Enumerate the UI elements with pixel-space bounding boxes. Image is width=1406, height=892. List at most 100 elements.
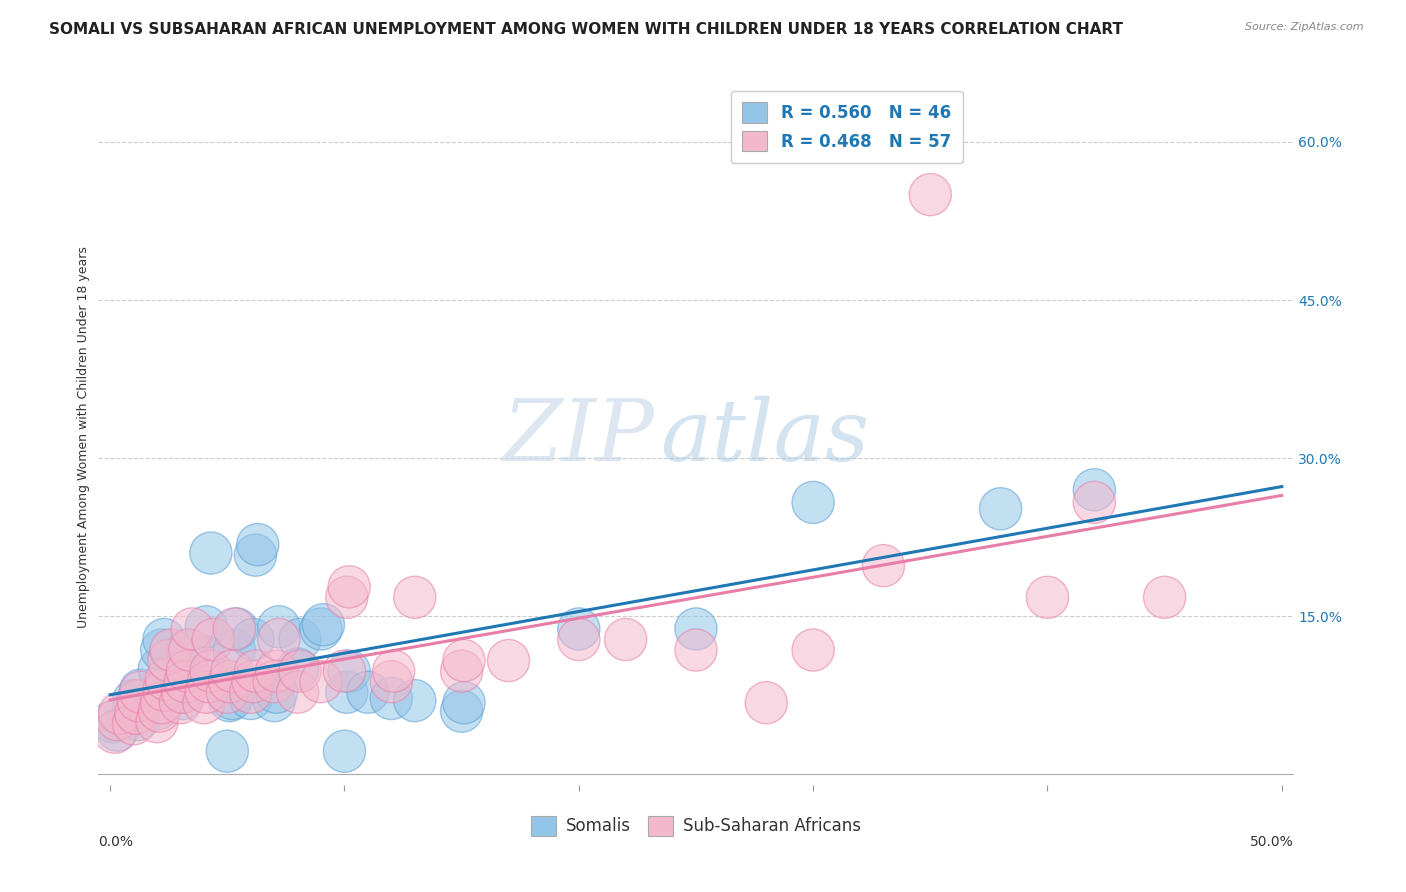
Ellipse shape [215, 607, 257, 650]
Ellipse shape [165, 661, 207, 703]
Ellipse shape [138, 648, 180, 690]
Ellipse shape [98, 692, 141, 734]
Ellipse shape [94, 711, 136, 754]
Ellipse shape [253, 661, 295, 703]
Ellipse shape [117, 680, 159, 722]
Ellipse shape [193, 618, 235, 661]
Ellipse shape [1143, 576, 1185, 618]
Text: 50.0%: 50.0% [1250, 835, 1294, 849]
Ellipse shape [190, 650, 232, 692]
Ellipse shape [214, 629, 256, 671]
Ellipse shape [120, 671, 162, 714]
Ellipse shape [347, 671, 389, 714]
Ellipse shape [214, 607, 256, 650]
Text: 0.0%: 0.0% [98, 835, 134, 849]
Text: SOMALI VS SUBSAHARAN AFRICAN UNEMPLOYMENT AMONG WOMEN WITH CHILDREN UNDER 18 YEA: SOMALI VS SUBSAHARAN AFRICAN UNEMPLOYMEN… [49, 22, 1123, 37]
Ellipse shape [278, 650, 321, 692]
Ellipse shape [980, 488, 1022, 530]
Ellipse shape [488, 640, 530, 681]
Ellipse shape [159, 681, 201, 723]
Ellipse shape [208, 661, 250, 703]
Ellipse shape [256, 650, 298, 692]
Ellipse shape [558, 607, 600, 650]
Ellipse shape [440, 690, 482, 732]
Ellipse shape [328, 566, 370, 607]
Legend: Somalis, Sub-Saharan Africans: Somalis, Sub-Saharan Africans [524, 809, 868, 843]
Ellipse shape [186, 606, 228, 648]
Ellipse shape [443, 640, 485, 681]
Ellipse shape [232, 661, 274, 703]
Ellipse shape [278, 618, 321, 661]
Ellipse shape [370, 661, 412, 703]
Ellipse shape [862, 545, 904, 587]
Ellipse shape [187, 661, 229, 703]
Ellipse shape [253, 680, 295, 722]
Ellipse shape [115, 692, 157, 734]
Ellipse shape [143, 669, 186, 711]
Ellipse shape [166, 650, 208, 692]
Ellipse shape [328, 650, 370, 692]
Ellipse shape [96, 698, 138, 740]
Ellipse shape [183, 681, 225, 723]
Ellipse shape [183, 635, 225, 677]
Ellipse shape [162, 671, 204, 714]
Ellipse shape [208, 680, 250, 722]
Ellipse shape [150, 629, 193, 671]
Ellipse shape [136, 700, 179, 743]
Ellipse shape [141, 629, 183, 671]
Ellipse shape [323, 731, 366, 772]
Ellipse shape [112, 703, 155, 745]
Ellipse shape [256, 671, 298, 714]
Ellipse shape [143, 618, 186, 661]
Ellipse shape [145, 658, 187, 700]
Ellipse shape [169, 629, 211, 671]
Ellipse shape [236, 524, 278, 566]
Ellipse shape [373, 650, 415, 692]
Ellipse shape [117, 698, 159, 740]
Ellipse shape [120, 669, 162, 711]
Ellipse shape [207, 731, 249, 772]
Ellipse shape [112, 680, 155, 722]
Text: Source: ZipAtlas.com: Source: ZipAtlas.com [1246, 22, 1364, 32]
Ellipse shape [1026, 576, 1069, 618]
Ellipse shape [138, 690, 180, 732]
Ellipse shape [257, 618, 299, 661]
Ellipse shape [190, 532, 232, 574]
Ellipse shape [229, 677, 271, 720]
Ellipse shape [235, 534, 277, 576]
Ellipse shape [326, 576, 368, 618]
Ellipse shape [440, 650, 482, 692]
Ellipse shape [112, 688, 155, 731]
Ellipse shape [257, 606, 299, 648]
Ellipse shape [792, 482, 834, 524]
Ellipse shape [136, 688, 179, 731]
Ellipse shape [792, 629, 834, 671]
Ellipse shape [165, 648, 207, 690]
Ellipse shape [141, 681, 183, 723]
Ellipse shape [91, 700, 134, 743]
Text: ZIP: ZIP [502, 396, 654, 478]
Ellipse shape [232, 618, 274, 661]
Ellipse shape [229, 671, 271, 714]
Ellipse shape [235, 650, 277, 692]
Ellipse shape [162, 677, 204, 720]
Ellipse shape [675, 629, 717, 671]
Ellipse shape [96, 709, 138, 751]
Ellipse shape [148, 640, 190, 681]
Ellipse shape [302, 604, 344, 646]
Ellipse shape [910, 174, 952, 216]
Text: atlas: atlas [661, 396, 869, 478]
Ellipse shape [443, 681, 485, 723]
Ellipse shape [299, 661, 342, 703]
Ellipse shape [1073, 482, 1115, 524]
Ellipse shape [558, 618, 600, 661]
Ellipse shape [1073, 468, 1115, 511]
Ellipse shape [166, 629, 208, 671]
Ellipse shape [745, 681, 787, 723]
Ellipse shape [172, 607, 214, 650]
Y-axis label: Unemployment Among Women with Children Under 18 years: Unemployment Among Women with Children U… [77, 246, 90, 628]
Ellipse shape [326, 671, 368, 714]
Ellipse shape [207, 671, 249, 714]
Ellipse shape [394, 576, 436, 618]
Ellipse shape [675, 607, 717, 650]
